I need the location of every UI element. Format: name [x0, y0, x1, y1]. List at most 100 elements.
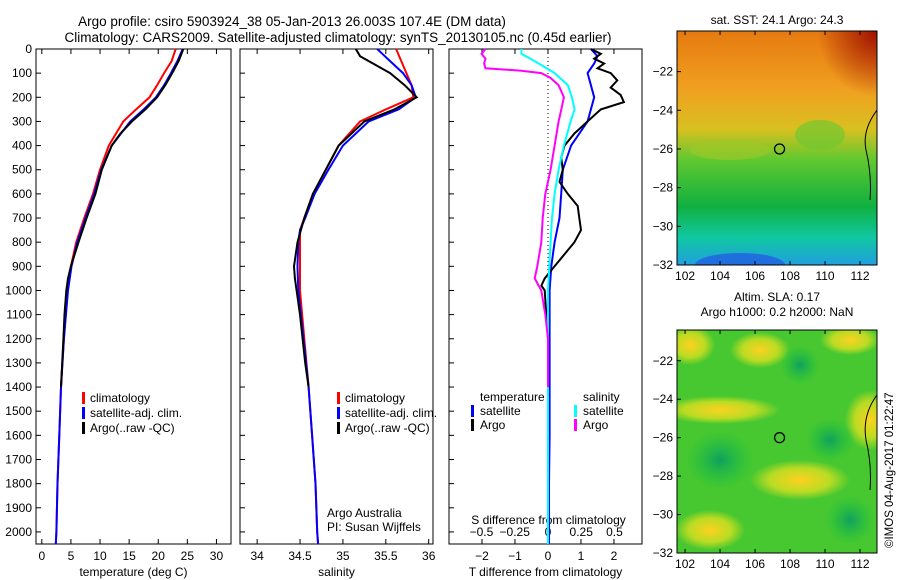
y-tick-label: 100 — [12, 66, 32, 80]
legend-item-temperature: satellite — [480, 404, 521, 418]
salinity-profile-panel: 34 34.5 35 35.5 36 salinity climatologysatelli… — [239, 48, 437, 579]
series-line-temperature-Argo — [540, 48, 626, 387]
plot-frame — [448, 48, 643, 545]
series-line-climatology — [299, 48, 415, 545]
y-tick-label: 600 — [12, 187, 32, 201]
y-tick-label: 2000 — [5, 525, 32, 539]
plot-frame — [35, 48, 232, 545]
s-tick-label: 0.5 — [606, 525, 623, 539]
y-tick-label: 1000 — [5, 283, 32, 297]
longitude-tick-label: 104 — [710, 557, 730, 571]
x-tick-label: 35.5 — [374, 549, 398, 563]
legend-header-temperature: temperature — [480, 390, 545, 404]
sla-map-title: Altim. SLA: 0.17 — [734, 290, 820, 304]
longitude-tick-label: 106 — [745, 269, 765, 283]
legend-item: climatology — [345, 391, 405, 405]
latitude-tick-label: −24 — [653, 103, 674, 117]
y-tick-label: 1400 — [5, 380, 32, 394]
x-tick-label: 10 — [93, 549, 107, 563]
latitude-tick-label: −30 — [653, 219, 674, 233]
imos-credit: ©IMOS 04-Aug-2017 01:22:47 — [884, 392, 896, 548]
y-tick-label: 1200 — [5, 332, 32, 346]
figure-title-line1: Argo profile: csiro 5903924_38 05-Jan-20… — [78, 14, 506, 29]
legend-swatch — [337, 407, 340, 419]
x-tick-label: 34 — [250, 549, 264, 563]
legend-swatch — [82, 392, 85, 404]
y-tick-label: 1900 — [5, 501, 32, 515]
latitude-tick-label: −24 — [653, 392, 674, 406]
difference-profile-panel: −2 −1 0 1 2 T difference from climatology −0.5… — [448, 48, 643, 579]
legend-swatch — [574, 405, 577, 417]
sst-map-title: sat. SST: 24.1 Argo: 24.3 — [711, 13, 844, 27]
y-tick-label: 1800 — [5, 477, 32, 491]
legend-swatch — [337, 422, 340, 434]
longitude-tick-label: 108 — [780, 557, 800, 571]
x-tick-label: 34.5 — [288, 549, 312, 563]
legend-item-salinity: satellite — [583, 404, 624, 418]
sst-map-image — [677, 31, 877, 265]
x-tick-label: 0 — [545, 549, 552, 563]
y-tick-label: 900 — [12, 259, 32, 273]
series-line-climatology — [54, 48, 177, 545]
x-axis-label: salinity — [318, 565, 355, 579]
legend-item: satellite-adj. clim. — [345, 406, 437, 420]
legend-swatch — [574, 419, 577, 431]
series-line-temperature-satellite — [548, 48, 599, 544]
pi-annotation: Argo Australia — [327, 506, 402, 520]
legend-item: Argo(..raw -QC) — [345, 421, 430, 435]
sst-map-panel: sat. SST: 24.1 Argo: 24.3 102 104 106 108 11… — [653, 13, 878, 283]
legend-swatch — [471, 419, 474, 431]
y-tick-label: 1600 — [5, 428, 32, 442]
y-tick-label: 800 — [12, 235, 32, 249]
argo-location-marker — [773, 143, 786, 155]
latitude-tick-label: −28 — [653, 469, 674, 483]
series-line-Argo-raw-QC- — [60, 48, 185, 388]
longitude-tick-label: 110 — [815, 269, 834, 283]
y-tick-label: 500 — [12, 163, 32, 177]
y-tick-label: 1100 — [6, 308, 32, 322]
latitude-tick-label: −22 — [653, 354, 674, 368]
y-tick-label: 1300 — [5, 356, 32, 370]
series-line-Argo-raw-QC- — [292, 48, 419, 388]
latitude-tick-label: −32 — [653, 258, 674, 272]
latitude-tick-label: −26 — [653, 142, 674, 156]
y-tick-label: 200 — [12, 90, 32, 104]
x-tick-label: 35 — [336, 549, 350, 563]
longitude-tick-label: 108 — [780, 269, 800, 283]
x-axis-label: temperature (deg C) — [79, 565, 187, 579]
x-tick-label: 0 — [38, 549, 45, 563]
plot-frame — [239, 48, 434, 545]
argo-location-marker — [773, 432, 786, 444]
x-tick-label: 25 — [181, 549, 195, 563]
series-line-satellite-adj-clim- — [54, 48, 184, 545]
series-line-salinity-satellite — [520, 49, 576, 544]
temperature-profile-panel: 0 5 10 15 20 25 30 temperature (deg C) 0 100 200 30… — [5, 42, 232, 579]
figure-title-line2: Climatology: CARS2009. Satellite-adjuste… — [64, 30, 611, 45]
x-tick-label: 20 — [152, 549, 166, 563]
x-tick-label: −2 — [475, 549, 489, 563]
longitude-tick-label: 104 — [710, 269, 730, 283]
longitude-tick-label: 110 — [815, 557, 834, 571]
legend-swatch — [82, 407, 85, 419]
y-tick-label: 1500 — [5, 404, 32, 418]
legend-item: satellite-adj. clim. — [90, 406, 182, 420]
x-tick-label: 36 — [422, 549, 436, 563]
longitude-tick-label: 102 — [675, 557, 695, 571]
legend-swatch — [337, 392, 340, 404]
legend-item-salinity: Argo — [583, 418, 609, 432]
x-axis-label: T difference from climatology — [469, 565, 623, 579]
longitude-tick-label: 112 — [850, 269, 869, 283]
latitude-tick-label: −28 — [653, 181, 674, 195]
latitude-tick-label: −26 — [653, 431, 674, 445]
legend-item: Argo(..raw -QC) — [90, 421, 175, 435]
y-tick-label: 700 — [12, 211, 32, 225]
x-tick-label: 2 — [611, 549, 618, 563]
latitude-tick-label: −32 — [653, 546, 674, 560]
longitude-tick-label: 112 — [850, 557, 869, 571]
latitude-tick-label: −30 — [653, 508, 674, 522]
y-tick-label: 300 — [12, 114, 32, 128]
y-tick-label: 1700 — [5, 452, 32, 466]
x-tick-label: 30 — [210, 549, 224, 563]
sla-map-image — [677, 330, 877, 553]
